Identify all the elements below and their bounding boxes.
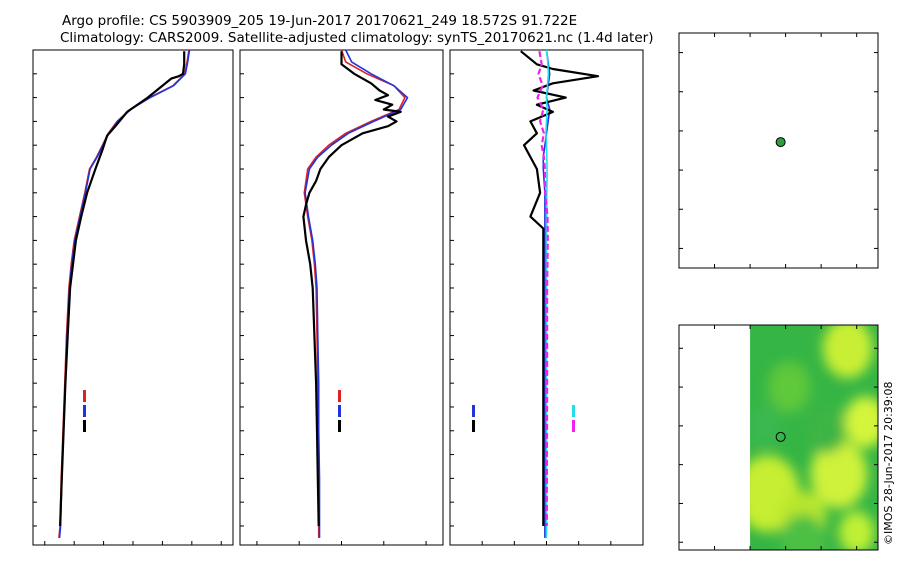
argo-location-marker <box>775 137 786 148</box>
salinity-plot-frame <box>239 49 444 546</box>
temperature-panel <box>32 49 234 546</box>
series-line-temperature-argo-adj- <box>520 50 600 526</box>
legend-swatch <box>338 390 341 402</box>
legend-swatch <box>472 420 475 432</box>
sla-blob <box>750 404 783 448</box>
sla-field <box>750 325 878 550</box>
sla-blob <box>806 406 847 454</box>
sst-map-panel <box>678 32 879 269</box>
sst_map-frame <box>678 32 879 269</box>
sla-blob <box>822 325 873 379</box>
argo-location-marker <box>775 431 786 442</box>
legend-swatch <box>83 390 86 402</box>
difference-panel <box>449 49 644 546</box>
legend-swatch <box>472 405 475 417</box>
legend-swatch <box>83 420 86 432</box>
sla-blob <box>844 396 878 448</box>
series-line-argo-raw-qc- <box>302 51 402 527</box>
sla-blob <box>780 514 827 550</box>
legend-swatch <box>572 405 575 417</box>
header-line2: Climatology: CARS2009. Satellite-adjuste… <box>60 30 653 46</box>
sla_map-frame <box>678 324 879 551</box>
series-line-satellite-adj-clim- <box>304 49 409 538</box>
series-line-salinity-argo-adj- <box>536 51 549 527</box>
header-line1: Argo profile: CS 5903909_205 19-Jun-2017… <box>62 13 577 29</box>
sla-map-panel <box>678 324 879 551</box>
legend-swatch <box>572 420 575 432</box>
sla-blob <box>810 440 868 509</box>
sla-blob <box>767 361 811 413</box>
series-line-argo-raw-qc- <box>59 51 186 527</box>
legend-swatch <box>83 405 86 417</box>
imos-credit: ©IMOS 28-Jun-2017 20:39:08 <box>882 381 895 545</box>
salinity-panel <box>239 49 444 546</box>
temperature-plot-frame <box>32 49 234 546</box>
sla-blob <box>838 511 875 550</box>
legend-swatch <box>338 420 341 432</box>
legend-swatch <box>338 405 341 417</box>
